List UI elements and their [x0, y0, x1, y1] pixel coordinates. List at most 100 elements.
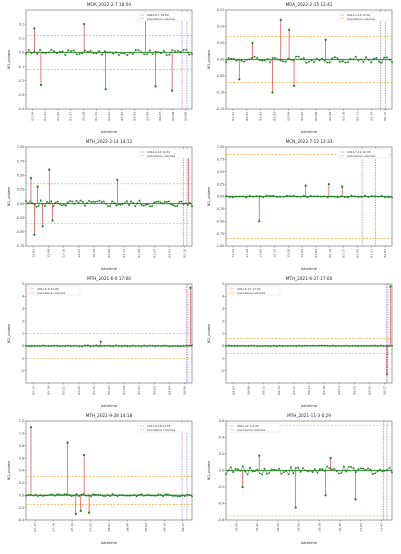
series-point — [286, 344, 289, 347]
series-point — [336, 57, 339, 60]
series-point — [388, 58, 391, 61]
legend-box — [227, 285, 281, 296]
x-tick-label: 02-07 — [383, 249, 387, 258]
y-tick-label: 0.50 — [217, 170, 224, 174]
y-tick-label: 0.6 — [19, 456, 24, 460]
series-point — [165, 54, 168, 57]
series-point — [262, 196, 265, 199]
series-point — [56, 52, 58, 55]
series-point — [52, 205, 55, 208]
x-tick-label: 28-04 — [125, 523, 129, 532]
y-tick-label: -1 — [21, 356, 24, 360]
x-tick-label: 12-20 — [286, 249, 290, 258]
x-tick-label: 01-25 — [43, 112, 47, 121]
series-point — [75, 53, 78, 56]
x-tick-label: 06-19 — [322, 386, 326, 395]
series-point — [357, 196, 360, 198]
series-point — [332, 344, 334, 347]
series-point — [236, 344, 239, 347]
series-point — [227, 344, 230, 347]
series-point — [263, 467, 266, 470]
anomaly-point — [116, 178, 119, 181]
y-tick-label: 0.25 — [17, 188, 24, 192]
anomaly-point — [83, 23, 86, 26]
series-point — [310, 59, 313, 62]
series-point — [64, 345, 67, 348]
series-point — [360, 344, 362, 347]
series-point — [287, 57, 290, 60]
series-point — [365, 344, 368, 347]
y-tick-label: -0.05 — [216, 74, 224, 78]
y-tick-label: -0.4 — [218, 502, 224, 506]
anomaly-point — [329, 457, 332, 460]
series-point — [233, 345, 236, 347]
series-point — [29, 200, 32, 203]
y-tick-label: 0.6 — [219, 419, 224, 423]
series-point — [191, 205, 193, 208]
series-point — [188, 493, 191, 496]
anomaly-point — [36, 185, 39, 188]
series-line — [25, 493, 193, 497]
series-point — [161, 202, 164, 205]
anomaly-point — [324, 494, 327, 497]
x-tick-label: 12-27 — [300, 249, 304, 258]
series-point — [106, 344, 109, 347]
series-point — [281, 345, 284, 347]
y-tick-label: 1 — [222, 332, 224, 336]
x-tick-label: 10-26 — [297, 523, 301, 532]
series-point — [242, 195, 244, 198]
series-point — [391, 344, 393, 347]
anomaly-point — [241, 485, 244, 489]
series-point — [130, 494, 133, 497]
series-point — [184, 202, 187, 205]
x-tick-label: 02-10 — [182, 249, 186, 258]
series-point — [152, 494, 155, 497]
series-point — [382, 344, 385, 347]
series-point — [168, 53, 171, 56]
series-point — [292, 194, 295, 197]
y-tick-label: 0 — [222, 344, 224, 348]
series-point — [37, 495, 39, 498]
series-point — [80, 493, 83, 496]
y-tick-label: 5 — [222, 282, 224, 286]
series-point — [39, 345, 41, 348]
series-point — [248, 195, 251, 197]
x-tick-label: 02-08 — [314, 112, 318, 121]
series-point — [344, 61, 347, 64]
series-point — [186, 204, 189, 206]
y-tick-label: 0.2 — [19, 22, 24, 26]
series-point — [258, 59, 261, 62]
y-tick-label: 1.0 — [19, 432, 24, 436]
series-point — [179, 495, 181, 498]
series-point — [253, 344, 256, 347]
series-point — [51, 493, 54, 496]
series-point — [329, 345, 332, 347]
series-point — [334, 56, 336, 58]
series-point — [305, 61, 308, 64]
series-point — [308, 60, 310, 63]
x-tick-label: 28-10 — [162, 523, 166, 532]
series-point — [137, 49, 140, 51]
series-point — [114, 494, 116, 497]
series-point — [348, 345, 351, 348]
y-tick-label: 3 — [22, 307, 24, 311]
series-point — [191, 53, 193, 55]
series-point — [289, 345, 292, 347]
y-tick-label: -0.50 — [216, 219, 224, 223]
series-point — [72, 344, 75, 347]
series-point — [78, 345, 81, 348]
series-point — [92, 52, 95, 55]
series-point — [271, 56, 274, 59]
series-point — [323, 59, 326, 62]
x-axis-label: datetime — [301, 267, 318, 271]
y-tick-label: -0.2 — [218, 485, 224, 489]
y-tick-label: 0 — [22, 344, 24, 348]
series-point — [41, 51, 44, 54]
series-point — [35, 205, 38, 208]
y-tick-label: -2 — [21, 369, 24, 373]
series-point — [265, 194, 268, 197]
series-point — [160, 345, 162, 347]
series-point — [27, 493, 30, 496]
